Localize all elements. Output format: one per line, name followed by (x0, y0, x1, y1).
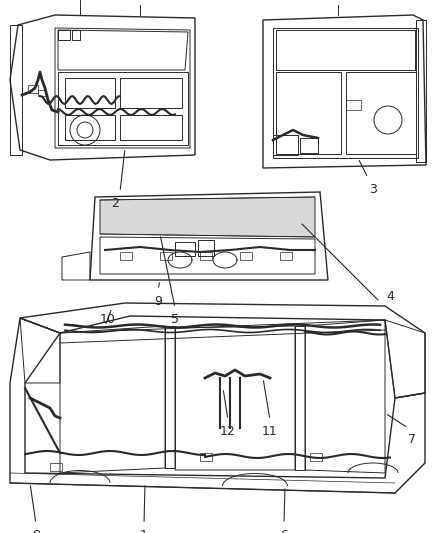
Bar (50, 463, 62, 471)
Bar (72, 30, 80, 40)
Text: 2: 2 (111, 197, 119, 210)
Bar (346, 100, 361, 110)
Bar (198, 240, 214, 256)
Bar (160, 252, 172, 260)
Text: 9: 9 (154, 295, 162, 308)
Text: 10: 10 (100, 313, 116, 326)
Text: 7: 7 (408, 433, 416, 446)
Bar (120, 78, 182, 108)
Bar (65, 78, 115, 108)
Text: 3: 3 (369, 183, 377, 196)
Text: 6: 6 (280, 529, 288, 533)
Text: 8: 8 (32, 529, 40, 533)
Bar (28, 85, 38, 93)
Bar (120, 252, 132, 260)
Polygon shape (100, 197, 315, 237)
Bar (175, 242, 195, 256)
Text: 12: 12 (220, 425, 236, 438)
Bar (58, 30, 70, 40)
Bar (346, 72, 416, 154)
Bar (276, 72, 341, 154)
Bar (300, 138, 318, 153)
Bar (200, 453, 212, 461)
Text: 1: 1 (140, 529, 148, 533)
Bar (200, 252, 212, 260)
Bar (280, 252, 292, 260)
Bar (310, 453, 322, 461)
Text: 5: 5 (171, 313, 179, 326)
Text: 11: 11 (262, 425, 278, 438)
Bar (120, 115, 182, 140)
Bar (38, 90, 46, 96)
Bar (273, 135, 298, 155)
Bar (65, 115, 115, 140)
Bar (240, 252, 252, 260)
Text: 4: 4 (386, 290, 394, 303)
